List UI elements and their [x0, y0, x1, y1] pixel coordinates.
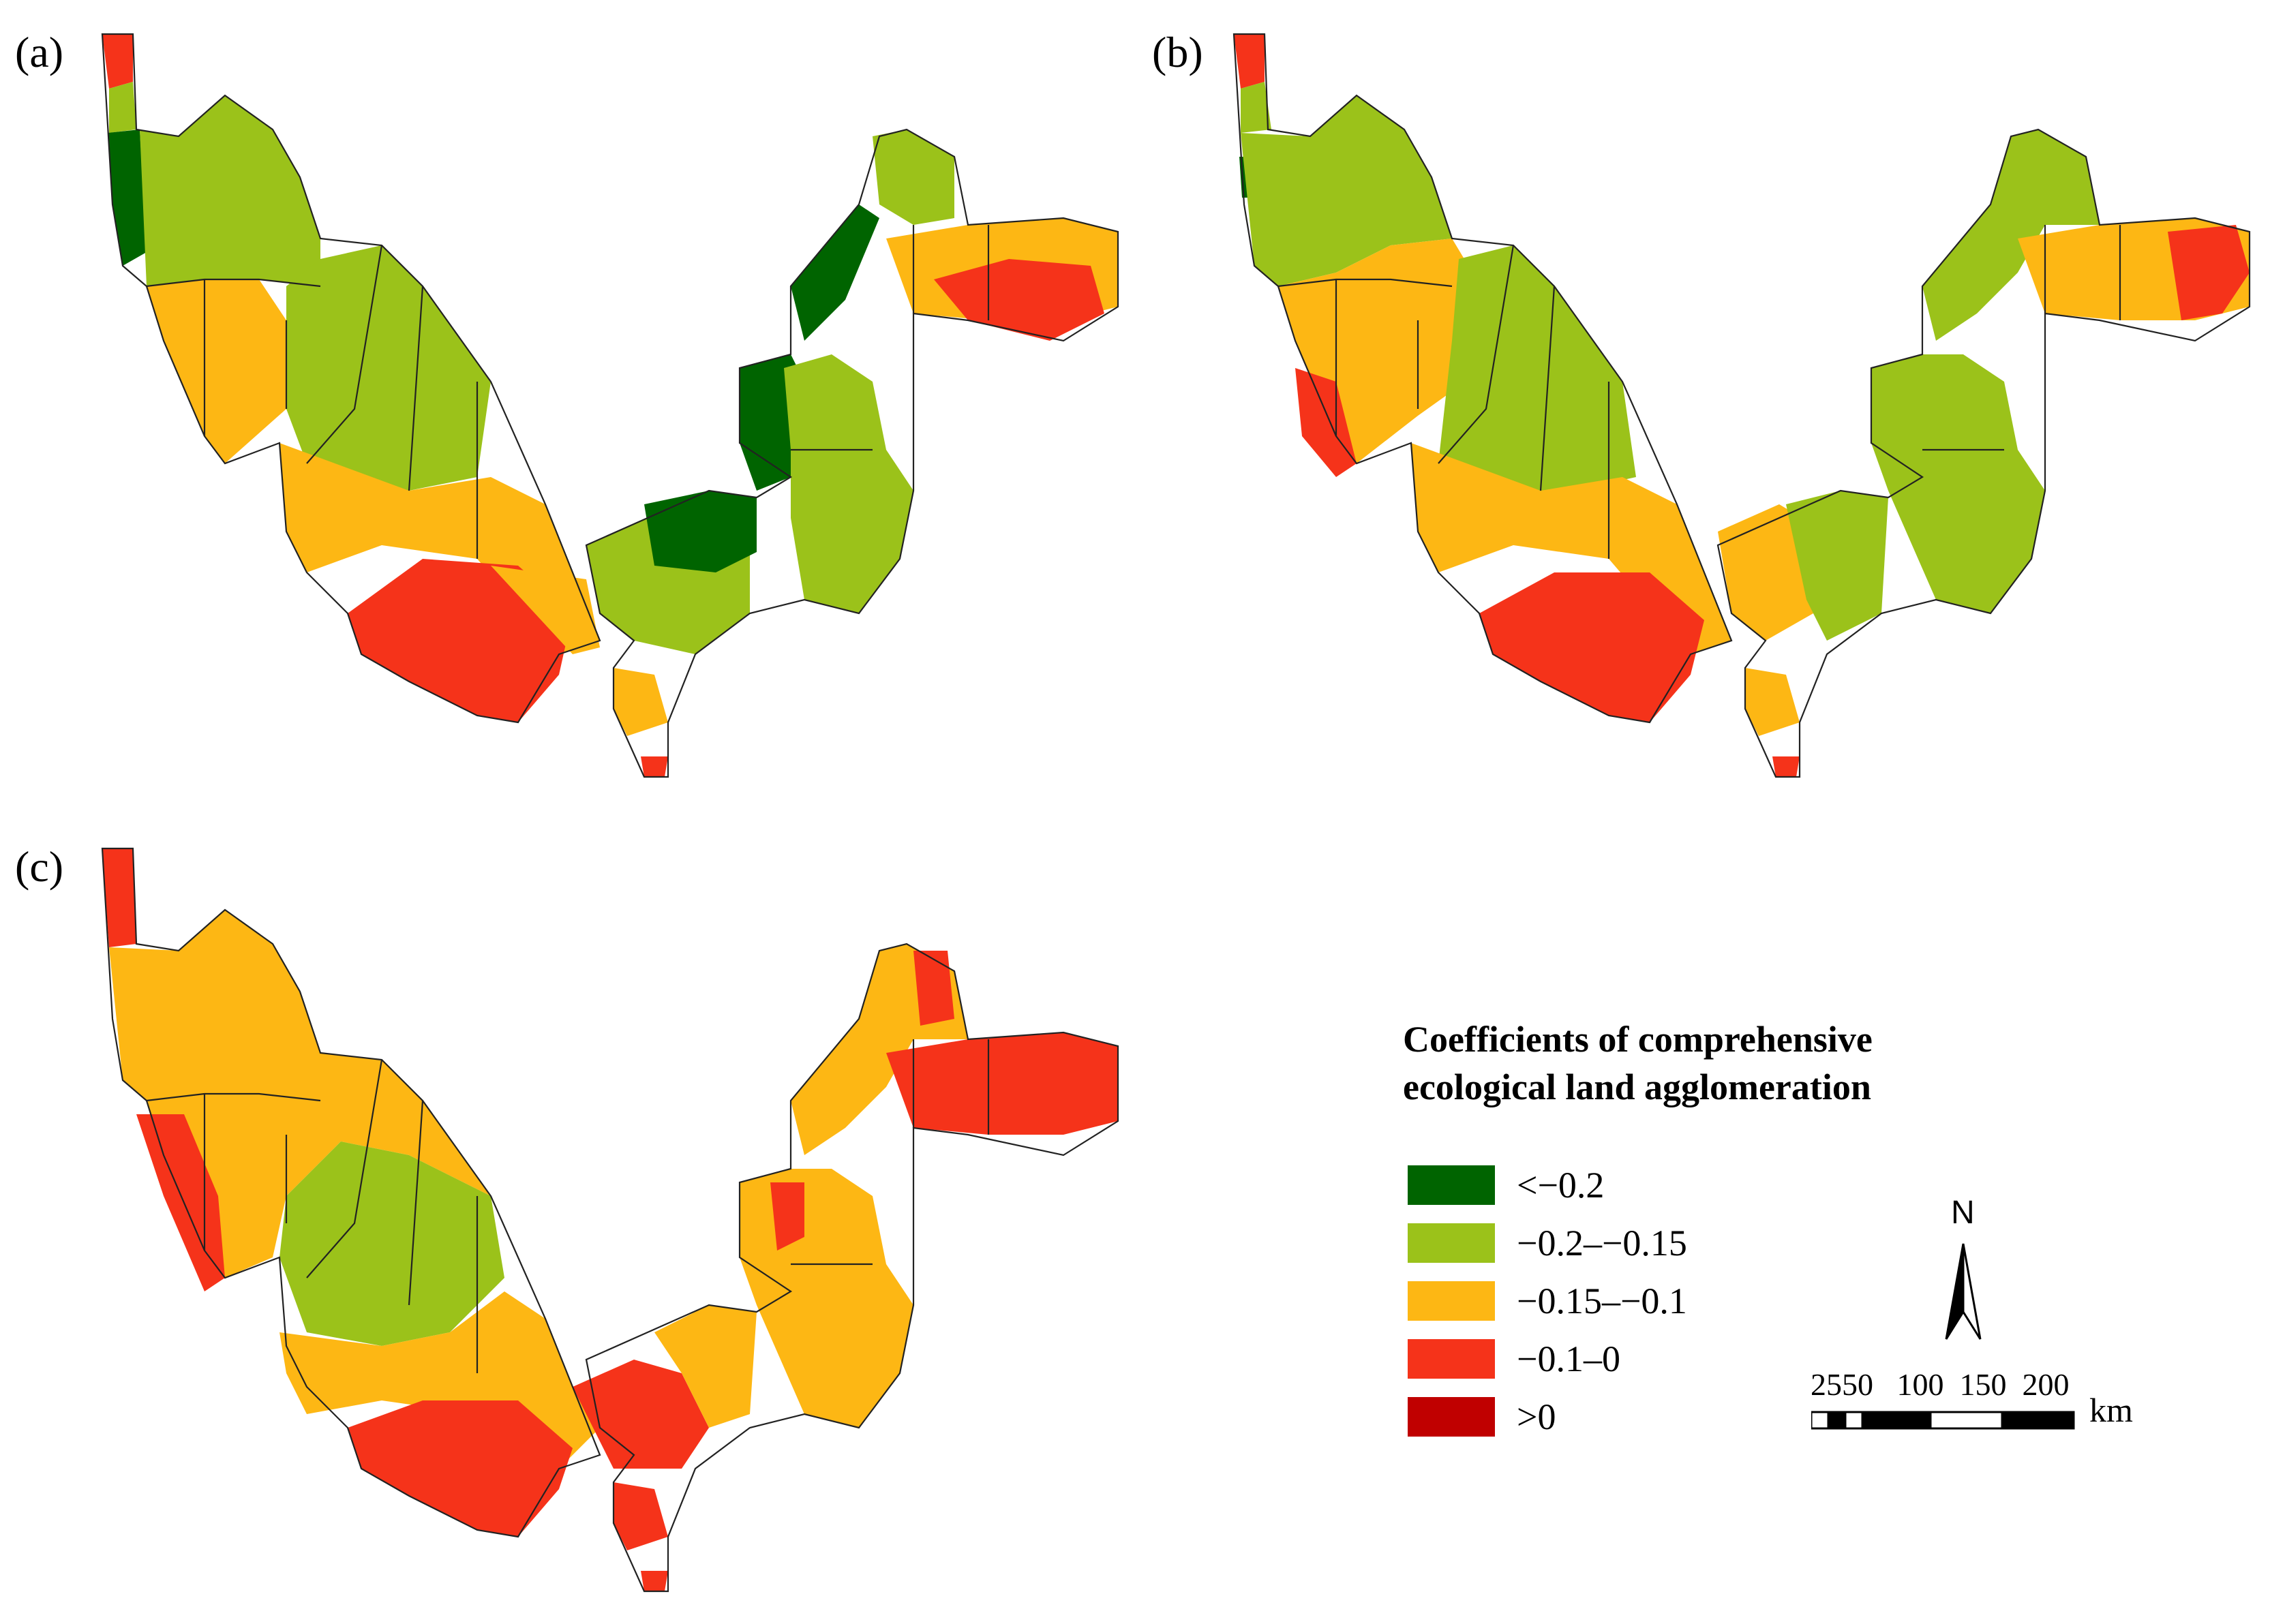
map-outline: [1232, 33, 1733, 724]
scale-bar: [1811, 1411, 2075, 1430]
map-outline: [585, 128, 1119, 778]
legend-item: −0.15–−0.1: [1408, 1281, 1687, 1321]
panel-label-c: (c): [15, 842, 64, 891]
legend-title: Coefficients of comprehensive ecological…: [1403, 1019, 1873, 1107]
map-zone: [1772, 756, 1800, 777]
legend-label: −0.2–−0.15: [1517, 1223, 1687, 1263]
legend-swatch: [1408, 1223, 1495, 1263]
panel-label-a: (a): [15, 28, 64, 76]
map-region-fill: [102, 34, 1118, 777]
map-inner-boundary: [146, 1039, 990, 1373]
map-zone: [784, 354, 913, 613]
map-region-fill: [102, 848, 1118, 1591]
map-boundaries: [1232, 33, 2251, 778]
legend-swatch: [1408, 1339, 1495, 1379]
map-zone: [1438, 245, 1636, 491]
map-zone: [102, 34, 133, 89]
map-zone: [614, 668, 668, 736]
map-zone: [873, 129, 954, 225]
legend-label: −0.15–−0.1: [1517, 1281, 1687, 1321]
map-zone: [109, 82, 136, 133]
map-outline: [585, 943, 1119, 1593]
map-zone: [654, 1305, 757, 1428]
map-zone: [641, 756, 668, 777]
map-zone: [791, 204, 879, 341]
map-outline: [101, 33, 601, 724]
legend-item: −0.1–0: [1408, 1338, 1620, 1379]
map-inner-boundary: [1277, 225, 2121, 559]
legend-item: −0.2–−0.15: [1408, 1223, 1687, 1263]
map-zone: [1786, 491, 1888, 641]
north-letter: N: [1951, 1195, 1975, 1231]
map-zone: [1718, 504, 1813, 641]
map-panel-a: [101, 33, 1119, 778]
map-zone: [147, 279, 286, 463]
map-zone: [1871, 354, 2045, 613]
map-zone: [1922, 129, 2100, 341]
legend-label: <−0.2: [1517, 1165, 1605, 1206]
map-zone: [491, 566, 600, 654]
map-outline: [1716, 128, 2251, 778]
map-zone: [614, 1482, 668, 1550]
map-zone: [279, 1142, 504, 1346]
legend-swatch: [1408, 1165, 1495, 1205]
map-boundaries: [101, 33, 1119, 778]
scale-bar-unit: km: [2089, 1391, 2133, 1429]
map-region-fill: [1234, 34, 2250, 777]
map-zone: [1241, 95, 1452, 286]
map-zone: [886, 1032, 1118, 1135]
map-outline: [101, 847, 601, 1538]
map-panel-c: [101, 847, 1119, 1593]
legend-swatch: [1408, 1397, 1495, 1437]
map-zone: [913, 951, 954, 1026]
map-zone: [348, 1400, 573, 1537]
legend-item: <−0.2: [1408, 1165, 1605, 1206]
scale-bar-ticks: 2550 100 150 200: [1811, 1367, 2070, 1402]
map-zone: [1295, 368, 1357, 477]
map-zone: [770, 1182, 804, 1251]
map-boundaries: [101, 847, 1119, 1593]
map-zone: [1745, 668, 1800, 736]
map-zone: [644, 491, 757, 572]
map-zone: [102, 848, 136, 947]
panel-label-b: (b): [1152, 28, 1203, 76]
map-zone: [1241, 82, 1271, 133]
map-zone: [934, 259, 1104, 341]
map-inner-boundary: [146, 225, 990, 559]
map-zone: [641, 1571, 668, 1591]
map-zone: [286, 245, 491, 491]
map-zone: [573, 1360, 709, 1469]
map-zone: [1234, 34, 1265, 89]
legend-label: −0.1–0: [1517, 1338, 1620, 1379]
map-zone: [348, 559, 573, 722]
north-arrow-icon: [1945, 1243, 1982, 1340]
legend-item: >0: [1408, 1396, 1556, 1437]
map-zone: [1479, 572, 1704, 722]
map-panel-b: [1232, 33, 2251, 778]
map-zone: [2168, 225, 2250, 320]
map-zone: [140, 95, 320, 286]
legend-swatch: [1408, 1281, 1495, 1321]
legend-label: >0: [1517, 1396, 1556, 1437]
